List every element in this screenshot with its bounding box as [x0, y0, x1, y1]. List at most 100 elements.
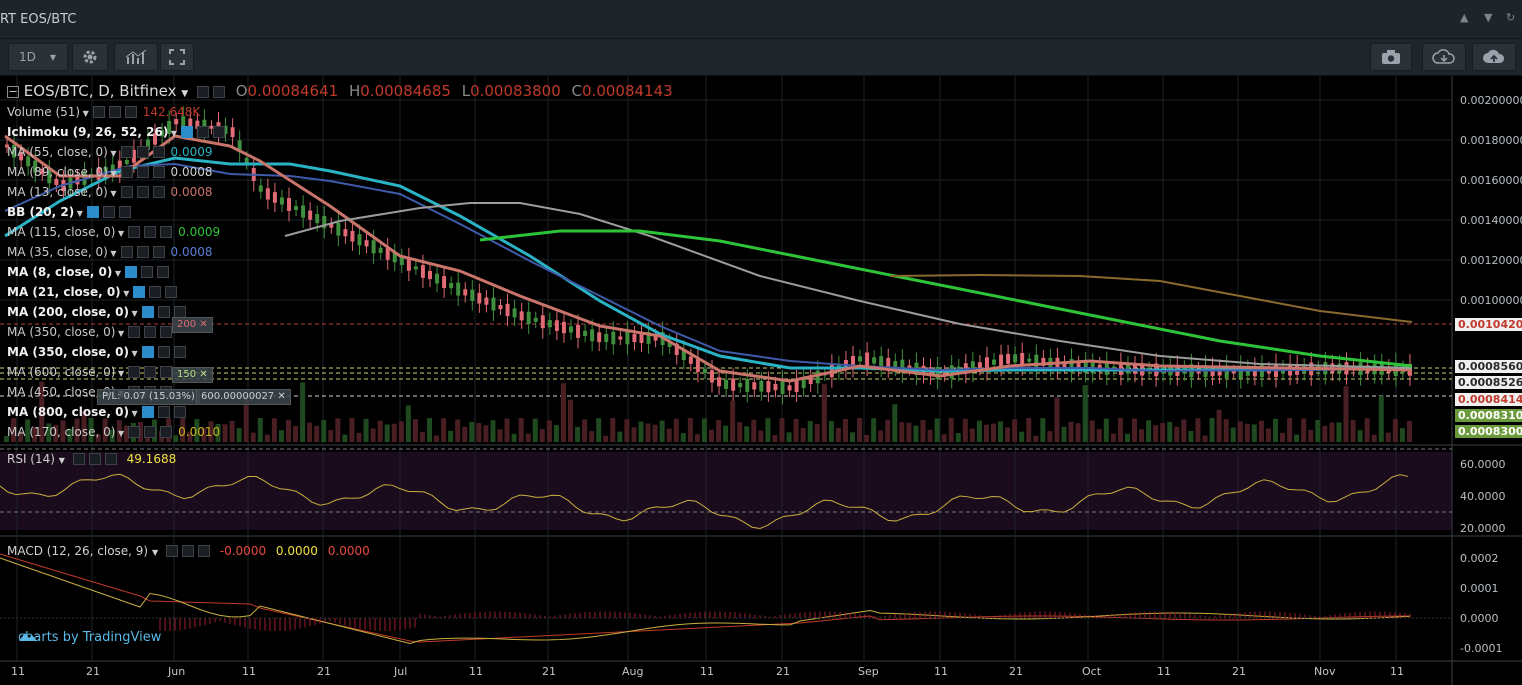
indicator-eye-icon[interactable] [92, 106, 105, 118]
indicator-remove-icon[interactable] [160, 426, 173, 438]
symbol-legend[interactable]: − EOS/BTC, D, Bitfinex ▼ O0.00084641 H0.… [7, 84, 673, 102]
chevron-down-icon[interactable]: ▼ [115, 229, 125, 238]
indicator-eye-icon[interactable] [141, 306, 154, 318]
chevron-down-icon[interactable]: ▼ [112, 269, 122, 278]
indicator-legend-item[interactable]: MA (8, close, 0) ▼ [7, 265, 170, 281]
indicator-settings-icon[interactable] [144, 426, 157, 438]
indicator-eye-icon[interactable] [120, 166, 133, 178]
collapse-legend-icon[interactable]: − [7, 85, 19, 98]
chart-canvas[interactable] [0, 76, 1522, 685]
indicator-remove-icon[interactable] [152, 246, 165, 258]
indicator-remove-icon[interactable] [160, 226, 173, 238]
indicator-legend-item[interactable]: MA (89, close, 0) ▼ 0.0008 [7, 165, 213, 181]
pnl-box[interactable]: P/L: 0.07 (15.03%) [97, 389, 200, 405]
indicator-legend-item[interactable]: MA (350, close, 0) ▼ [7, 325, 173, 341]
chevron-down-icon[interactable]: ▼ [115, 429, 125, 438]
fullscreen-button[interactable] [160, 43, 194, 71]
indicator-remove-icon[interactable] [124, 106, 137, 118]
chevron-down-icon[interactable]: ▼ [129, 309, 138, 318]
indicator-eye-icon[interactable] [128, 226, 141, 238]
indicator-remove-icon[interactable] [213, 126, 226, 138]
indicator-settings-icon[interactable] [157, 346, 170, 358]
interval-select[interactable]: 1D ▼ [8, 43, 68, 71]
indicator-eye-icon[interactable] [86, 206, 99, 218]
indicator-remove-icon[interactable] [152, 146, 165, 158]
indicator-eye-icon[interactable] [125, 266, 138, 278]
dropdown-icon[interactable]: ▼ [1484, 11, 1493, 24]
indicator-settings-icon[interactable] [136, 146, 149, 158]
indicator-settings-icon[interactable] [144, 326, 157, 338]
indicator-legend-item[interactable]: MA (200, close, 0) ▼ [7, 305, 186, 321]
chevron-down-icon[interactable]: ▼ [58, 456, 65, 465]
symbol-settings-icon[interactable] [212, 86, 225, 98]
chevron-down-icon[interactable]: ▼ [107, 249, 117, 258]
indicator-settings-icon[interactable] [144, 226, 157, 238]
collapse-icon[interactable]: ▲ [1460, 11, 1469, 24]
chevron-down-icon[interactable]: ▼ [151, 548, 159, 557]
rsi-eye-icon[interactable] [72, 453, 85, 465]
indicator-settings-icon[interactable] [157, 306, 170, 318]
indicator-settings-icon[interactable] [136, 186, 149, 198]
indicator-eye-icon[interactable] [128, 426, 141, 438]
rsi-settings-icon[interactable] [88, 453, 101, 465]
indicator-legend-item[interactable]: MA (170, close, 0) ▼ 0.0010 [7, 425, 220, 441]
chevron-down-icon[interactable]: ▼ [115, 329, 125, 338]
indicator-settings-icon[interactable] [149, 286, 162, 298]
order-line-2[interactable]: 150 ✕ [172, 367, 213, 383]
chevron-down-icon[interactable]: ▼ [129, 409, 138, 418]
indicator-remove-icon[interactable] [160, 326, 173, 338]
indicator-eye-icon[interactable] [120, 186, 133, 198]
macd-legend[interactable]: MACD (12, 26, close, 9) ▼ -0.0000 0.0000… [7, 544, 370, 560]
indicator-legend-item[interactable]: MA (115, close, 0) ▼ 0.0009 [7, 225, 220, 241]
indicator-eye-icon[interactable] [120, 146, 133, 158]
indicator-legend-item[interactable]: Volume (51) ▼ 142.648K [7, 105, 200, 121]
chevron-down-icon[interactable]: ▼ [107, 189, 117, 198]
indicator-eye-icon[interactable] [120, 246, 133, 258]
chevron-down-icon[interactable]: ▼ [168, 129, 178, 138]
close-order-icon[interactable]: ✕ [199, 319, 208, 330]
indicator-settings-icon[interactable] [136, 166, 149, 178]
macd-eye-icon[interactable] [165, 545, 178, 557]
snapshot-button[interactable] [1370, 43, 1412, 71]
save-chart-button[interactable] [1472, 43, 1516, 71]
indicator-eye-icon[interactable] [141, 406, 154, 418]
indicator-eye-icon[interactable] [141, 346, 154, 358]
rsi-remove-icon[interactable] [104, 453, 117, 465]
indicator-remove-icon[interactable] [157, 266, 170, 278]
chevron-down-icon[interactable]: ▼ [181, 89, 189, 99]
indicator-legend-item[interactable]: MA (600, close, 0) ▼ [7, 365, 173, 381]
indicator-settings-icon[interactable] [157, 406, 170, 418]
chevron-down-icon[interactable]: ▼ [80, 109, 89, 118]
indicator-legend-item[interactable]: MA (55, close, 0) ▼ 0.0009 [7, 145, 213, 161]
chart-area[interactable]: − EOS/BTC, D, Bitfinex ▼ O0.00084641 H0.… [0, 76, 1522, 685]
indicator-legend-item[interactable]: MA (21, close, 0) ▼ [7, 285, 178, 301]
chevron-down-icon[interactable]: ▼ [129, 349, 138, 358]
indicator-legend-item[interactable]: BB (20, 2) ▼ [7, 205, 131, 221]
indicator-legend-item[interactable]: MA (800, close, 0) ▼ [7, 405, 186, 421]
indicator-settings-icon[interactable] [102, 206, 115, 218]
indicator-remove-icon[interactable] [152, 166, 165, 178]
indicator-settings-icon[interactable] [144, 366, 157, 378]
macd-remove-icon[interactable] [197, 545, 210, 557]
chevron-down-icon[interactable]: ▼ [107, 169, 117, 178]
indicator-legend-item[interactable]: MA (13, close, 0) ▼ 0.0008 [7, 185, 213, 201]
indicator-eye-icon[interactable] [133, 286, 146, 298]
close-position-icon[interactable]: ✕ [277, 391, 286, 402]
indicator-legend-item[interactable]: MA (350, close, 0) ▼ [7, 345, 186, 361]
indicators-button[interactable] [114, 43, 158, 71]
indicator-remove-icon[interactable] [173, 406, 186, 418]
indicator-remove-icon[interactable] [160, 366, 173, 378]
chevron-down-icon[interactable]: ▼ [120, 289, 130, 298]
position-box[interactable]: 600.00000027 ✕ [196, 389, 291, 405]
settings-button[interactable] [72, 43, 108, 71]
macd-settings-icon[interactable] [181, 545, 194, 557]
symbol-eye-icon[interactable] [196, 86, 209, 98]
indicator-remove-icon[interactable] [152, 186, 165, 198]
chevron-down-icon[interactable]: ▼ [74, 209, 83, 218]
rsi-legend[interactable]: RSI (14) ▼ 49.1688 [7, 452, 176, 468]
indicator-settings-icon[interactable] [136, 246, 149, 258]
refresh-icon[interactable]: ↻ [1506, 11, 1516, 24]
indicator-remove-icon[interactable] [173, 346, 186, 358]
load-chart-button[interactable] [1422, 43, 1466, 71]
indicator-eye-icon[interactable] [128, 326, 141, 338]
